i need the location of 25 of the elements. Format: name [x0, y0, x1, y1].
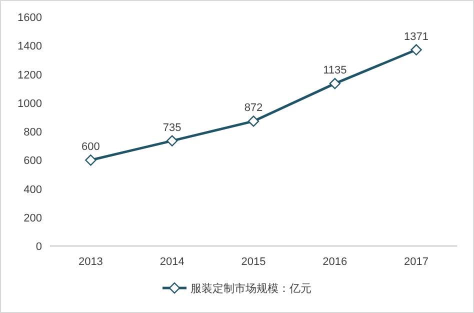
point: [329, 78, 340, 90]
point: [166, 135, 178, 146]
y-tick-label: 200: [24, 212, 42, 224]
y-tick-label: 400: [24, 184, 42, 196]
data-label: 1135: [323, 64, 347, 77]
y-tick-label: 1200: [18, 69, 42, 82]
data-label: 872: [244, 102, 263, 114]
point: [410, 44, 422, 56]
data-label: 600: [82, 141, 100, 154]
y-tick-label: 800: [24, 126, 42, 138]
y-tick-label: 1600: [18, 12, 42, 24]
x-tick-label: 2017: [404, 256, 429, 268]
y-tick-label: 1000: [18, 98, 42, 110]
point: [248, 116, 260, 127]
x-tick-label: 2015: [241, 256, 266, 268]
y-tick-label: 0: [36, 241, 42, 253]
legend-label: 服装定制市场规模：亿元: [190, 282, 312, 295]
x-tick-label: 2014: [160, 256, 184, 268]
point: [85, 154, 96, 166]
y-tick-label: 1400: [18, 40, 42, 53]
data-label: 1371: [404, 30, 429, 43]
x-tick-label: 2016: [322, 256, 348, 268]
y-tick-label: 600: [24, 155, 42, 168]
data-label: 735: [162, 122, 182, 134]
x-tick-label: 2013: [78, 256, 103, 268]
